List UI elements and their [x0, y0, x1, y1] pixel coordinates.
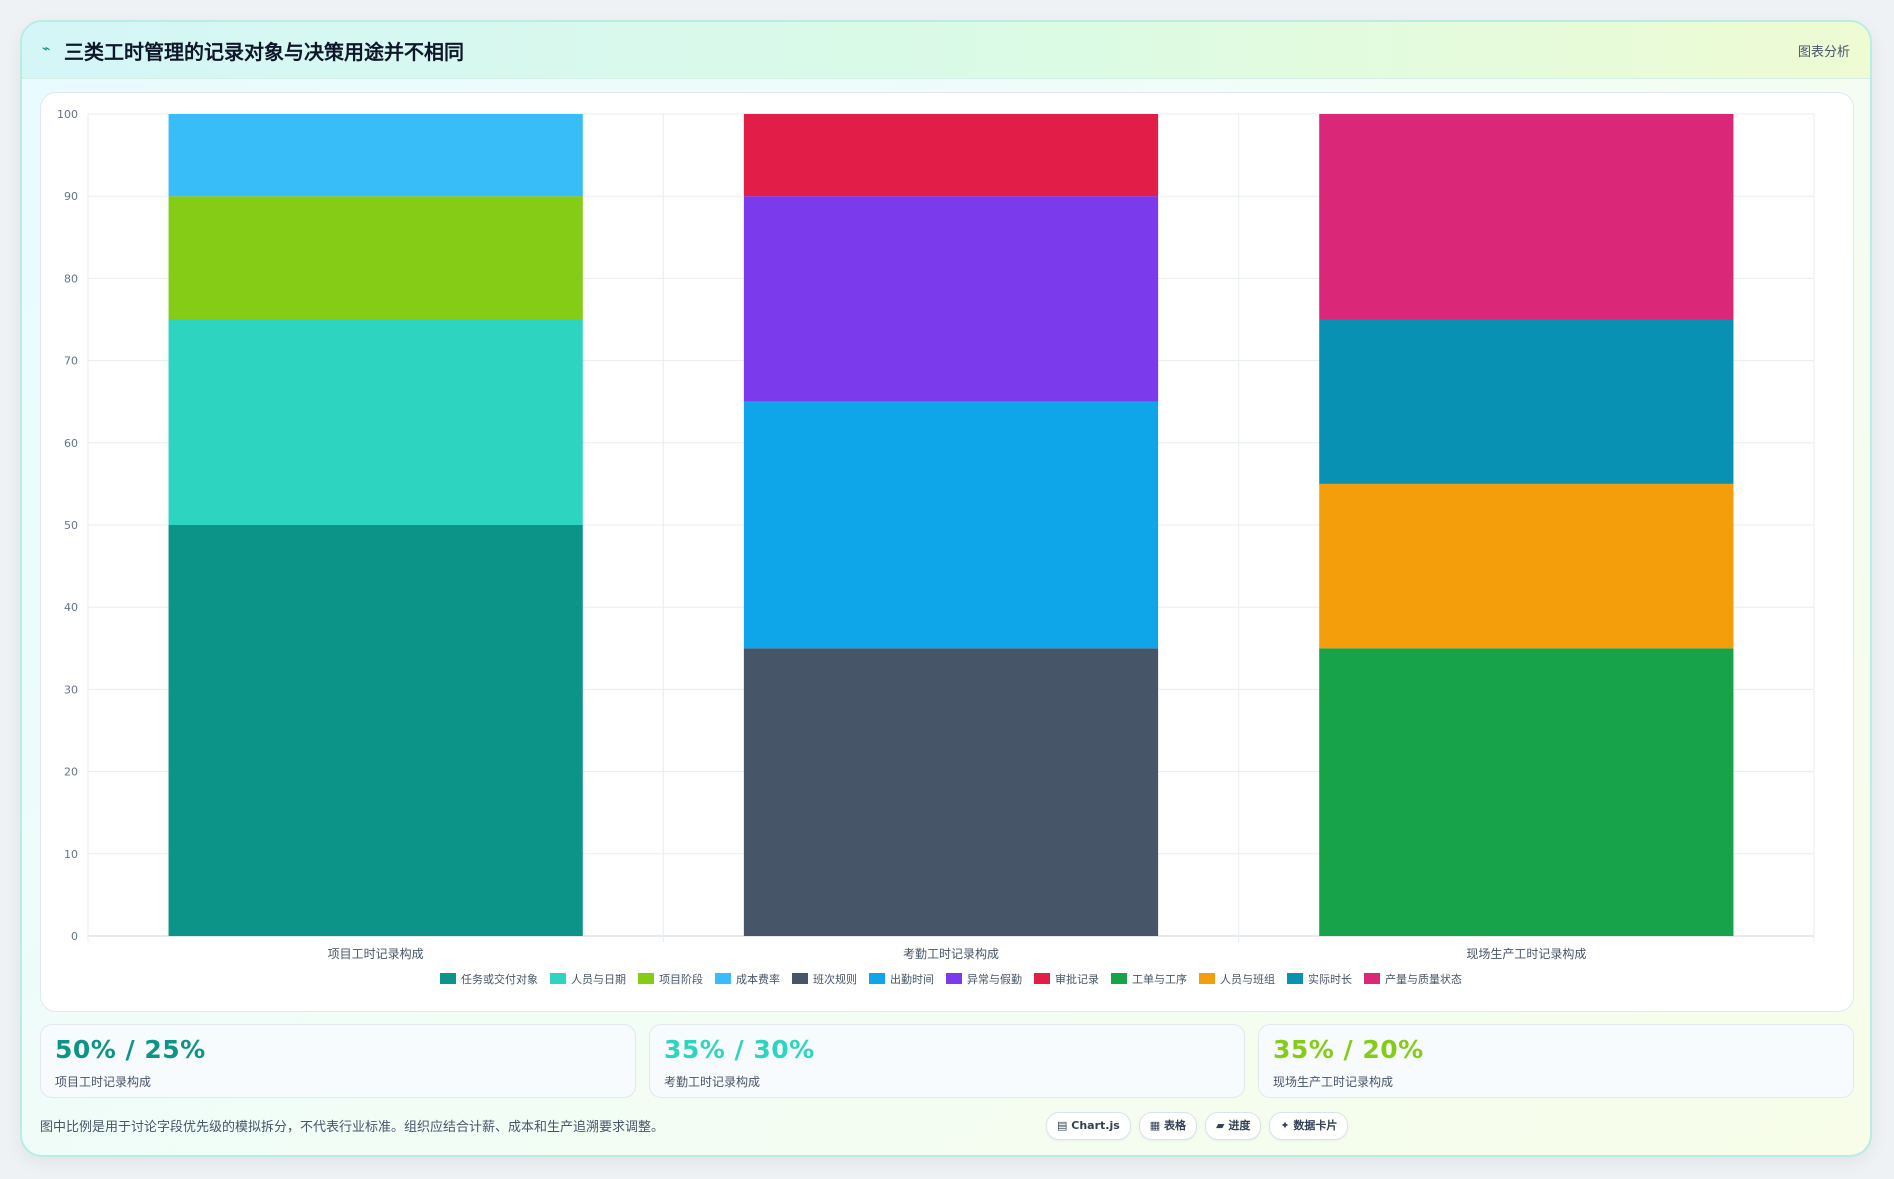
card-header: ⌁ 三类工时管理的记录对象与决策用途并不相同 图表分析 — [22, 22, 1870, 79]
legend-label: 成本费率 — [736, 972, 780, 986]
legend-label: 人员与班组 — [1220, 972, 1275, 986]
legend-label: 实际时长 — [1308, 972, 1352, 986]
legend-label: 审批记录 — [1055, 972, 1099, 986]
legend-swatch — [792, 973, 808, 984]
legend-label: 产量与质量状态 — [1385, 972, 1462, 986]
bar-segment — [168, 319, 583, 525]
x-tick-label: 考勤工时记录构成 — [903, 946, 999, 961]
stat-value: 35% / 30% — [664, 1035, 815, 1064]
bar-segment — [1319, 483, 1734, 649]
legend-swatch — [1199, 973, 1215, 984]
bar-segment — [1319, 114, 1734, 320]
stat-card-production: 35% / 20% 现场生产工时记录构成 — [1258, 1024, 1854, 1098]
pill-label: Chart.js — [1071, 1119, 1120, 1132]
y-tick-label: 60 — [64, 437, 78, 450]
pill-label: 表格 — [1164, 1119, 1187, 1132]
bar-segment — [743, 196, 1159, 402]
pill-data-card[interactable]: ✦ 数据卡片 — [1269, 1112, 1349, 1140]
legend-label: 出勤时间 — [890, 972, 934, 986]
data-card-icon: ✦ — [1280, 1119, 1290, 1132]
legend-swatch — [1111, 973, 1127, 984]
y-tick-label: 20 — [64, 766, 78, 779]
y-tick-label: 70 — [64, 355, 78, 368]
y-tick-label: 30 — [64, 683, 78, 696]
legend-label: 工单与工序 — [1132, 972, 1187, 986]
legend-label: 项目阶段 — [659, 972, 703, 986]
pill-label: 数据卡片 — [1293, 1119, 1338, 1132]
legend-swatch — [869, 973, 885, 984]
y-tick-label: 10 — [64, 848, 78, 861]
footer-note: 图中比例是用于讨论字段优先级的模拟拆分，不代表行业标准。组织应结合计薪、成本和生… — [40, 1120, 665, 1135]
bar-segment — [1319, 648, 1734, 936]
legend-label: 班次规则 — [813, 972, 857, 986]
legend-swatch — [440, 973, 456, 984]
x-tick-label: 项目工时记录构成 — [328, 946, 424, 961]
bar-segment — [168, 525, 583, 936]
stat-card-attendance: 35% / 30% 考勤工时记录构成 — [649, 1024, 1245, 1098]
bar-segment — [743, 114, 1159, 197]
chart-panel: 0 10 20 30 40 50 60 70 80 90 100 项目工时记录构成 考勤工时记录构成 现场… — [40, 92, 1854, 1012]
stat-label: 考勤工时记录构成 — [664, 1075, 761, 1089]
chart-icon: ▤ — [1057, 1119, 1068, 1132]
legend-label: 任务或交付对象 — [461, 972, 538, 986]
legend-swatch — [1287, 973, 1303, 984]
stats-row: 50% / 25% 项目工时记录构成 35% / 30% 考勤工时记录构成 35… — [40, 1024, 1854, 1098]
stat-label: 项目工时记录构成 — [55, 1075, 152, 1089]
x-tick-label: 现场生产工时记录构成 — [1466, 946, 1586, 961]
legend-swatch — [715, 973, 731, 984]
bar-segment — [743, 401, 1159, 649]
stat-value: 50% / 25% — [55, 1035, 206, 1064]
pill-chartjs[interactable]: ▤ Chart.js — [1046, 1112, 1131, 1140]
legend-label: 异常与假勤 — [967, 972, 1022, 986]
bar-segment — [743, 648, 1159, 936]
bar-segment — [168, 196, 583, 320]
legend-swatch — [638, 973, 654, 984]
stacked-bar-chart: 0 10 20 30 40 50 60 70 80 90 100 项目工时记录构成 考勤工时记录构成 现场… — [57, 108, 1815, 986]
stat-label: 现场生产工时记录构成 — [1273, 1075, 1394, 1089]
y-tick-label: 0 — [71, 930, 78, 943]
stat-card-project: 50% / 25% 项目工时记录构成 — [40, 1024, 636, 1098]
chart-analysis-tag: 图表分析 — [1797, 45, 1850, 60]
bar-segment — [1319, 319, 1734, 484]
legend-label: 人员与日期 — [571, 973, 626, 986]
view-switcher: ▤ Chart.js ▦ 表格 ▰ 进度 ✦ 数据卡片 — [1046, 1112, 1356, 1140]
legend: 任务或交付对象 人员与日期 项目阶段 成本费率 班次规则 出勤时间 异常与假勤 审批记录 工单与… — [440, 972, 1462, 986]
legend-swatch — [1364, 973, 1380, 984]
table-icon: ▦ — [1149, 1119, 1161, 1132]
y-tick-label: 40 — [64, 601, 78, 614]
stat-value: 35% / 20% — [1273, 1035, 1424, 1064]
legend-swatch — [946, 973, 962, 984]
legend-swatch — [550, 973, 566, 984]
legend-swatch — [1034, 973, 1050, 984]
pill-table[interactable]: ▦ 表格 — [1138, 1112, 1198, 1140]
y-tick-label: 100 — [57, 108, 78, 121]
pill-label: 进度 — [1228, 1119, 1251, 1132]
y-tick-label: 80 — [64, 272, 78, 285]
y-tick-label: 90 — [64, 190, 78, 203]
trend-line-icon: ⌁ — [42, 41, 51, 57]
y-tick-label: 50 — [64, 519, 78, 532]
pill-progress[interactable]: ▰ 进度 — [1205, 1112, 1262, 1140]
page-title: 三类工时管理的记录对象与决策用途并不相同 — [64, 40, 464, 64]
progress-icon: ▰ — [1216, 1119, 1225, 1132]
chart-card: ⌁ 三类工时管理的记录对象与决策用途并不相同 图表分析 0 10 20 30 40 50 6… — [20, 20, 1872, 1157]
bar-segment — [168, 114, 583, 197]
